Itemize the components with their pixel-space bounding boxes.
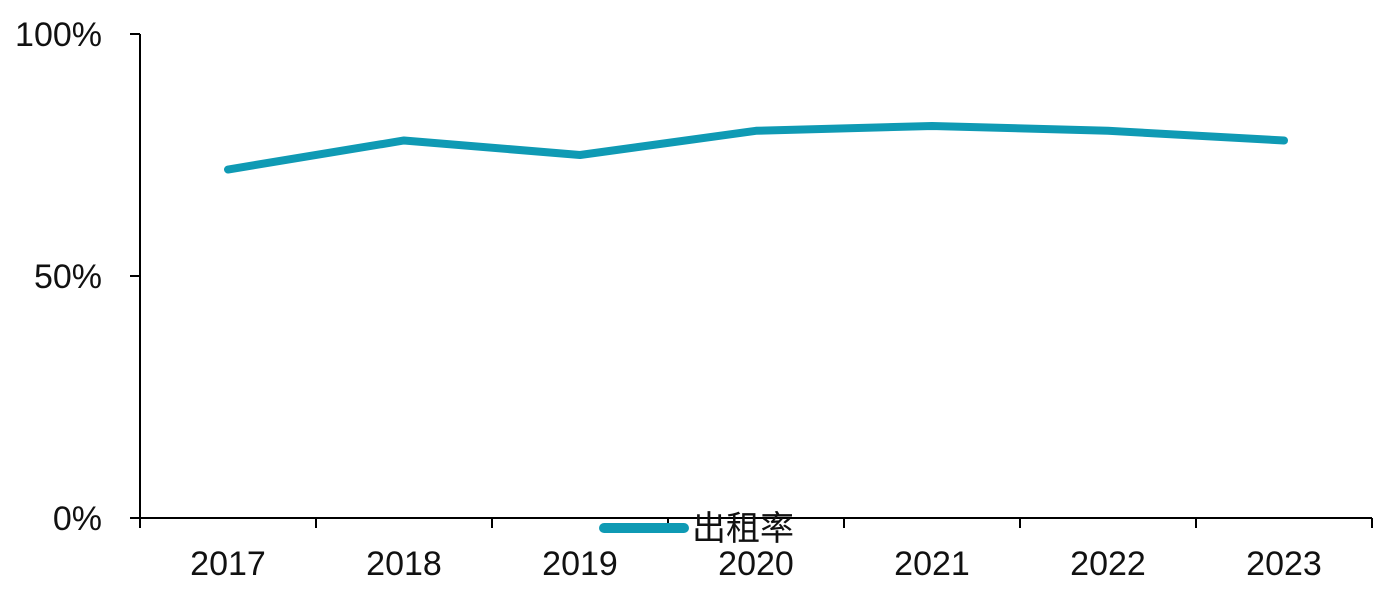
y-tick-label: 100% <box>15 16 102 54</box>
x-tick-label: 2018 <box>366 545 442 583</box>
series-line-occupancy <box>224 121 1288 174</box>
x-tick-label: 2022 <box>1070 545 1146 583</box>
legend-label: 出租率 <box>692 509 794 549</box>
x-ticks: 2017 2018 2019 2020 2021 2022 2023 <box>139 518 1373 583</box>
x-tick-label: 2019 <box>542 545 618 583</box>
y-ticks: 0% 50% 100% <box>15 16 140 538</box>
legend: 出租率 <box>599 509 794 549</box>
y-tick-label: 50% <box>34 258 102 296</box>
x-tick-label: 2020 <box>718 545 794 583</box>
x-tick-label: 2017 <box>190 545 266 583</box>
y-tick-label: 0% <box>53 500 102 538</box>
x-tick-label: 2023 <box>1246 545 1322 583</box>
x-tick-label: 2021 <box>894 545 970 583</box>
